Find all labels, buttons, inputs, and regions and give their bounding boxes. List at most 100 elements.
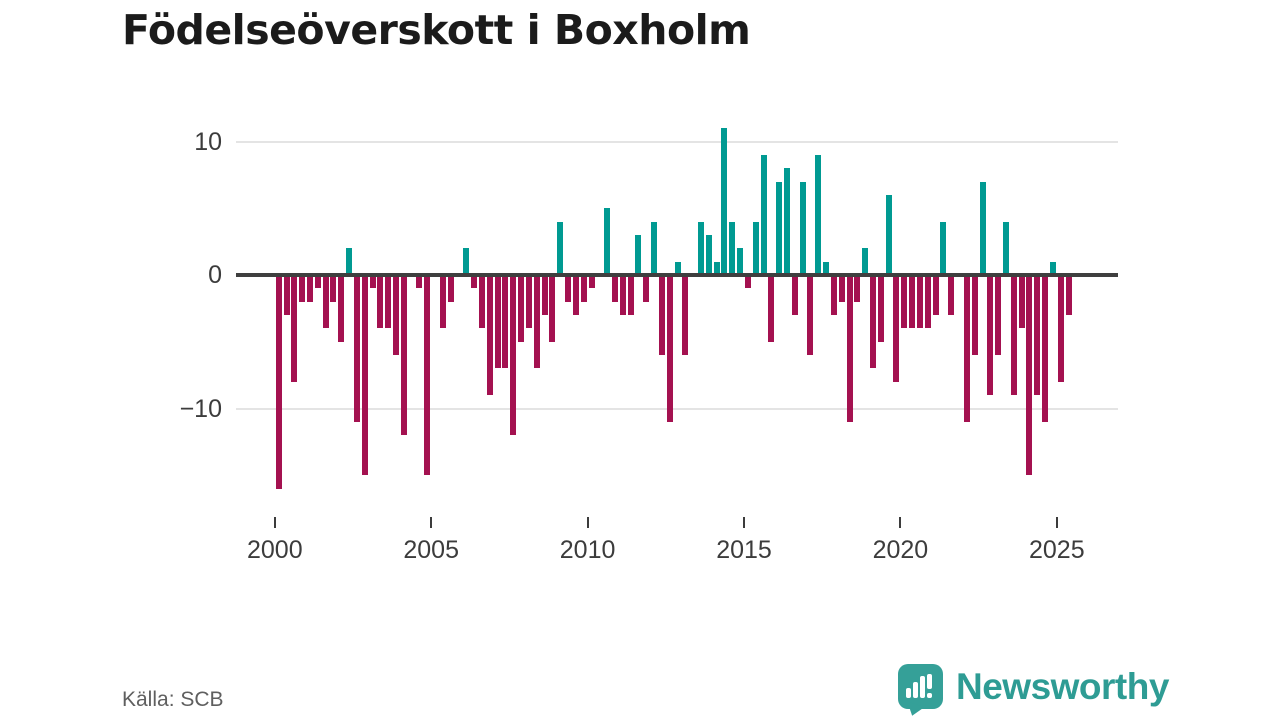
bar [1057,275,1064,382]
bar [995,275,1002,356]
bar [416,275,423,289]
bar [1026,275,1033,476]
bar [768,275,775,342]
bar [885,194,892,275]
bar [815,154,822,275]
bar [846,275,853,422]
newsworthy-logo-icon [898,664,943,719]
bar [643,275,650,302]
bar [369,275,376,289]
bar [697,221,704,275]
bar [830,275,837,316]
bar [651,221,658,275]
bar [909,275,916,329]
bar [940,221,947,275]
bar [916,275,923,329]
bar [291,275,298,382]
bar [533,275,540,369]
bar [604,208,611,275]
x-axis-tick [743,517,745,528]
x-axis-label: 2020 [872,536,929,564]
bar [565,275,572,302]
x-axis-label: 2025 [1028,536,1085,564]
bar [283,275,290,316]
bar [838,275,845,302]
bar [353,275,360,422]
bar [557,221,564,275]
bar [799,181,806,275]
bar [479,275,486,329]
bar [494,275,501,369]
bar [1049,261,1056,275]
source-note: Källa: SCB [122,688,224,711]
bar [760,154,767,275]
x-axis-label: 2005 [403,536,459,564]
bar [744,275,751,289]
y-axis-label: 10 [194,127,222,156]
newsworthy-logo: Newsworthy [898,664,1169,719]
bar [924,275,931,329]
bar [518,275,525,342]
bar [791,275,798,316]
bar [486,275,493,396]
bar [393,275,399,356]
y-gridline [236,407,1118,410]
bar [338,275,345,342]
bar [862,248,869,275]
bar [682,275,689,356]
bar [877,275,884,342]
x-axis-label: 2015 [716,536,772,564]
bar [932,275,939,316]
bar [784,168,790,275]
bar [870,275,877,369]
bar [987,275,994,396]
bar [674,261,681,275]
bar [306,275,313,302]
bar [666,275,673,422]
bar [541,275,548,316]
bar [385,275,392,329]
bar [439,275,446,329]
bar [705,234,712,275]
y-axis-label: −10 [179,394,222,423]
bar [275,275,282,489]
bar [752,221,759,275]
bar [400,275,407,436]
bar [377,275,384,329]
bar [314,275,321,289]
newsworthy-wordmark: Newsworthy [956,665,1169,707]
bar [346,248,353,275]
bar [1042,275,1049,422]
bar [823,261,830,275]
bar [322,275,329,329]
x-axis-tick [899,517,902,528]
x-axis-tick [1055,517,1058,528]
x-axis-tick [273,517,276,528]
x-axis-tick [586,517,589,528]
bar [1034,275,1041,396]
x-axis-tick [430,517,433,528]
bar [635,234,642,275]
bar [627,275,634,316]
bar [901,275,908,329]
bar [471,275,478,289]
bar [549,275,556,342]
bar [1065,275,1072,316]
x-axis-label: 2000 [246,536,303,564]
x-axis-label: 2010 [559,536,616,564]
bar [893,275,900,382]
bar [729,221,736,275]
bar [854,275,861,302]
bar [1010,275,1017,396]
bar [948,275,955,316]
bar [299,275,306,302]
bar [979,181,986,275]
bar [611,275,618,302]
bar [721,128,728,275]
bar [971,275,978,356]
bar [502,275,509,369]
bar [588,275,595,289]
bar [510,275,517,436]
y-gridline [236,140,1118,143]
